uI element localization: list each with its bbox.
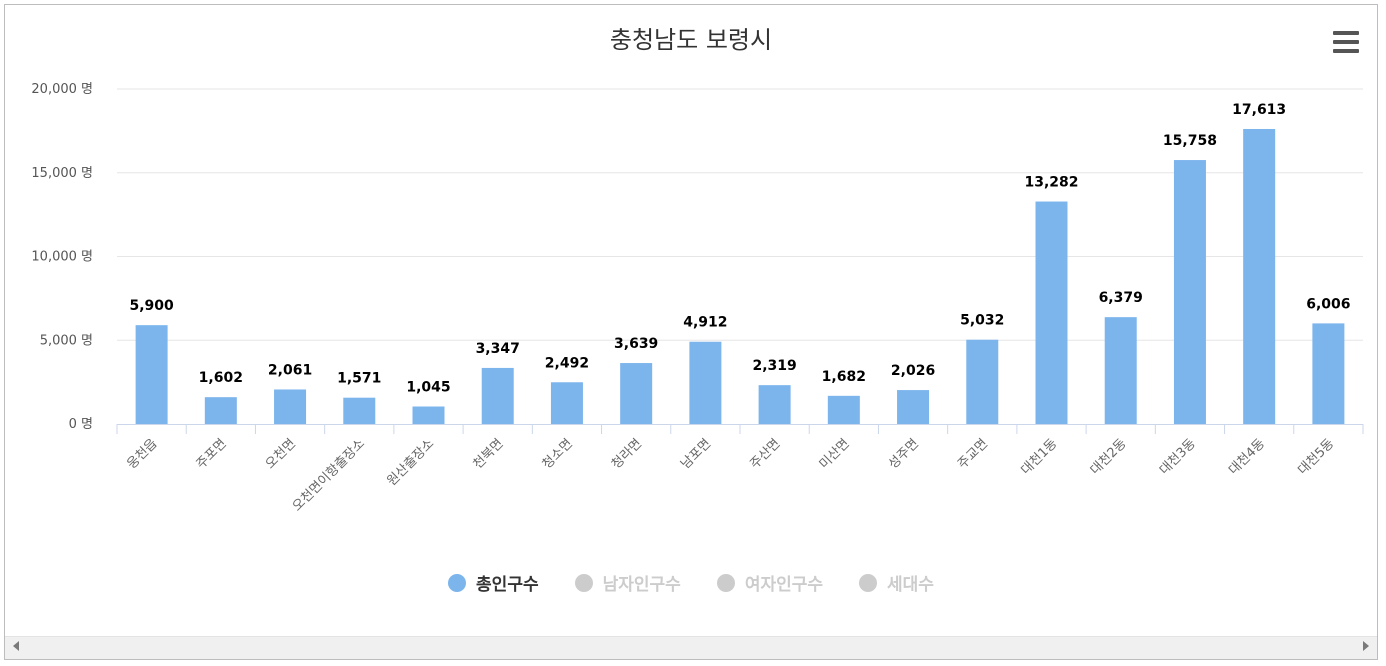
- legend-marker-icon: [716, 573, 735, 592]
- bar-8[interactable]: [620, 363, 653, 424]
- data-label: 3,639: [614, 336, 658, 352]
- bar-3[interactable]: [274, 389, 307, 424]
- x-tick-label: 남포면: [678, 436, 714, 472]
- data-label: 1,045: [406, 379, 450, 395]
- chart-legend: 총인구수 남자인구수 여자인구수 세대수: [5, 570, 1377, 595]
- x-tick-label: 대천2동: [1088, 436, 1130, 478]
- y-tick-label: 20,000 명: [31, 82, 93, 97]
- x-tick-label: 성주면: [886, 436, 922, 472]
- bar-7[interactable]: [550, 382, 583, 424]
- x-tick-label: 청라면: [609, 436, 645, 472]
- arrow-left-icon[interactable]: [13, 641, 19, 651]
- x-tick-label: 주포면: [194, 436, 230, 472]
- x-tick-label: 주교면: [955, 436, 991, 472]
- data-label: 2,061: [268, 362, 312, 378]
- bar-1[interactable]: [135, 325, 168, 424]
- y-tick-label: 10,000 명: [31, 250, 93, 265]
- horizontal-scrollbar[interactable]: [5, 636, 1377, 659]
- x-tick-label: 오천면: [263, 436, 299, 472]
- legend-label: 남자인구수: [602, 575, 681, 595]
- hamburger-menu-icon[interactable]: [1333, 31, 1359, 53]
- x-tick-label: 오천면이항출장소: [290, 436, 368, 514]
- chart-title: 충청남도 보령시: [609, 26, 773, 54]
- x-tick-label: 대천1동: [1018, 436, 1060, 478]
- x-tick-label: 대천4동: [1226, 436, 1268, 478]
- data-label: 5,032: [960, 313, 1004, 329]
- data-label: 4,912: [683, 315, 727, 331]
- data-label: 1,571: [337, 371, 381, 387]
- bar-4[interactable]: [343, 397, 376, 424]
- data-label: 2,319: [752, 358, 796, 374]
- bar-18[interactable]: [1312, 323, 1345, 424]
- bar-17[interactable]: [1243, 128, 1276, 424]
- x-tick-label: 대천5동: [1295, 436, 1337, 478]
- bar-6[interactable]: [481, 367, 514, 424]
- data-label: 2,026: [891, 363, 935, 379]
- bar-11[interactable]: [827, 395, 860, 424]
- bar-16[interactable]: [1173, 160, 1206, 424]
- x-tick-label: 원산출장소: [384, 436, 437, 489]
- x-tick-label: 주산면: [747, 436, 783, 472]
- data-label: 2,492: [545, 355, 589, 371]
- legend-marker-icon: [574, 573, 593, 592]
- chart-container: 충청남도 보령시 0 명 5,000 명 10,000 명 15,000 명 20,00…: [4, 4, 1378, 660]
- y-tick-label: 15,000 명: [31, 166, 93, 181]
- data-label: 1,682: [822, 369, 866, 385]
- bar-chart: 0 명 5,000 명 10,000 명 15,000 명 20,000 명 5,900 웅…: [31, 82, 1364, 514]
- bar-14[interactable]: [1035, 201, 1068, 424]
- x-tick-label: 웅천읍: [124, 436, 160, 472]
- x-tick-label: 청소면: [540, 436, 576, 472]
- data-label: 6,379: [1099, 290, 1143, 306]
- legend-label: 총인구수: [476, 575, 539, 595]
- x-tick-label: 대천3동: [1157, 436, 1199, 478]
- legend-label: 세대수: [887, 575, 934, 595]
- legend-label: 여자인구수: [744, 575, 824, 595]
- bar-5[interactable]: [412, 406, 445, 424]
- data-label: 17,613: [1232, 102, 1286, 118]
- legend-item[interactable]: 세대수: [859, 570, 934, 595]
- data-label: 15,758: [1163, 133, 1217, 149]
- bar-10[interactable]: [758, 385, 791, 424]
- bar-12[interactable]: [897, 390, 930, 424]
- y-tick-label: 5,000 명: [40, 333, 93, 348]
- x-tick-label: 천북면: [471, 436, 507, 472]
- data-label: 5,900: [129, 298, 174, 314]
- x-tick-label: 미산면: [817, 436, 853, 472]
- data-label: 1,602: [199, 370, 243, 386]
- data-label: 3,347: [476, 341, 520, 357]
- arrow-right-icon[interactable]: [1363, 641, 1369, 651]
- legend-item[interactable]: 총인구수: [448, 570, 539, 595]
- data-label: 13,282: [1024, 175, 1078, 191]
- bar-13[interactable]: [966, 339, 999, 424]
- legend-marker-icon: [859, 573, 878, 592]
- legend-marker-icon: [448, 573, 467, 592]
- legend-item[interactable]: 여자인구수: [716, 570, 824, 595]
- legend-item[interactable]: 남자인구수: [574, 570, 681, 595]
- bar-9[interactable]: [689, 341, 722, 424]
- bar-2[interactable]: [204, 397, 237, 424]
- y-tick-label: 0 명: [69, 417, 93, 432]
- data-label: 6,006: [1306, 296, 1350, 312]
- bar-15[interactable]: [1104, 317, 1137, 424]
